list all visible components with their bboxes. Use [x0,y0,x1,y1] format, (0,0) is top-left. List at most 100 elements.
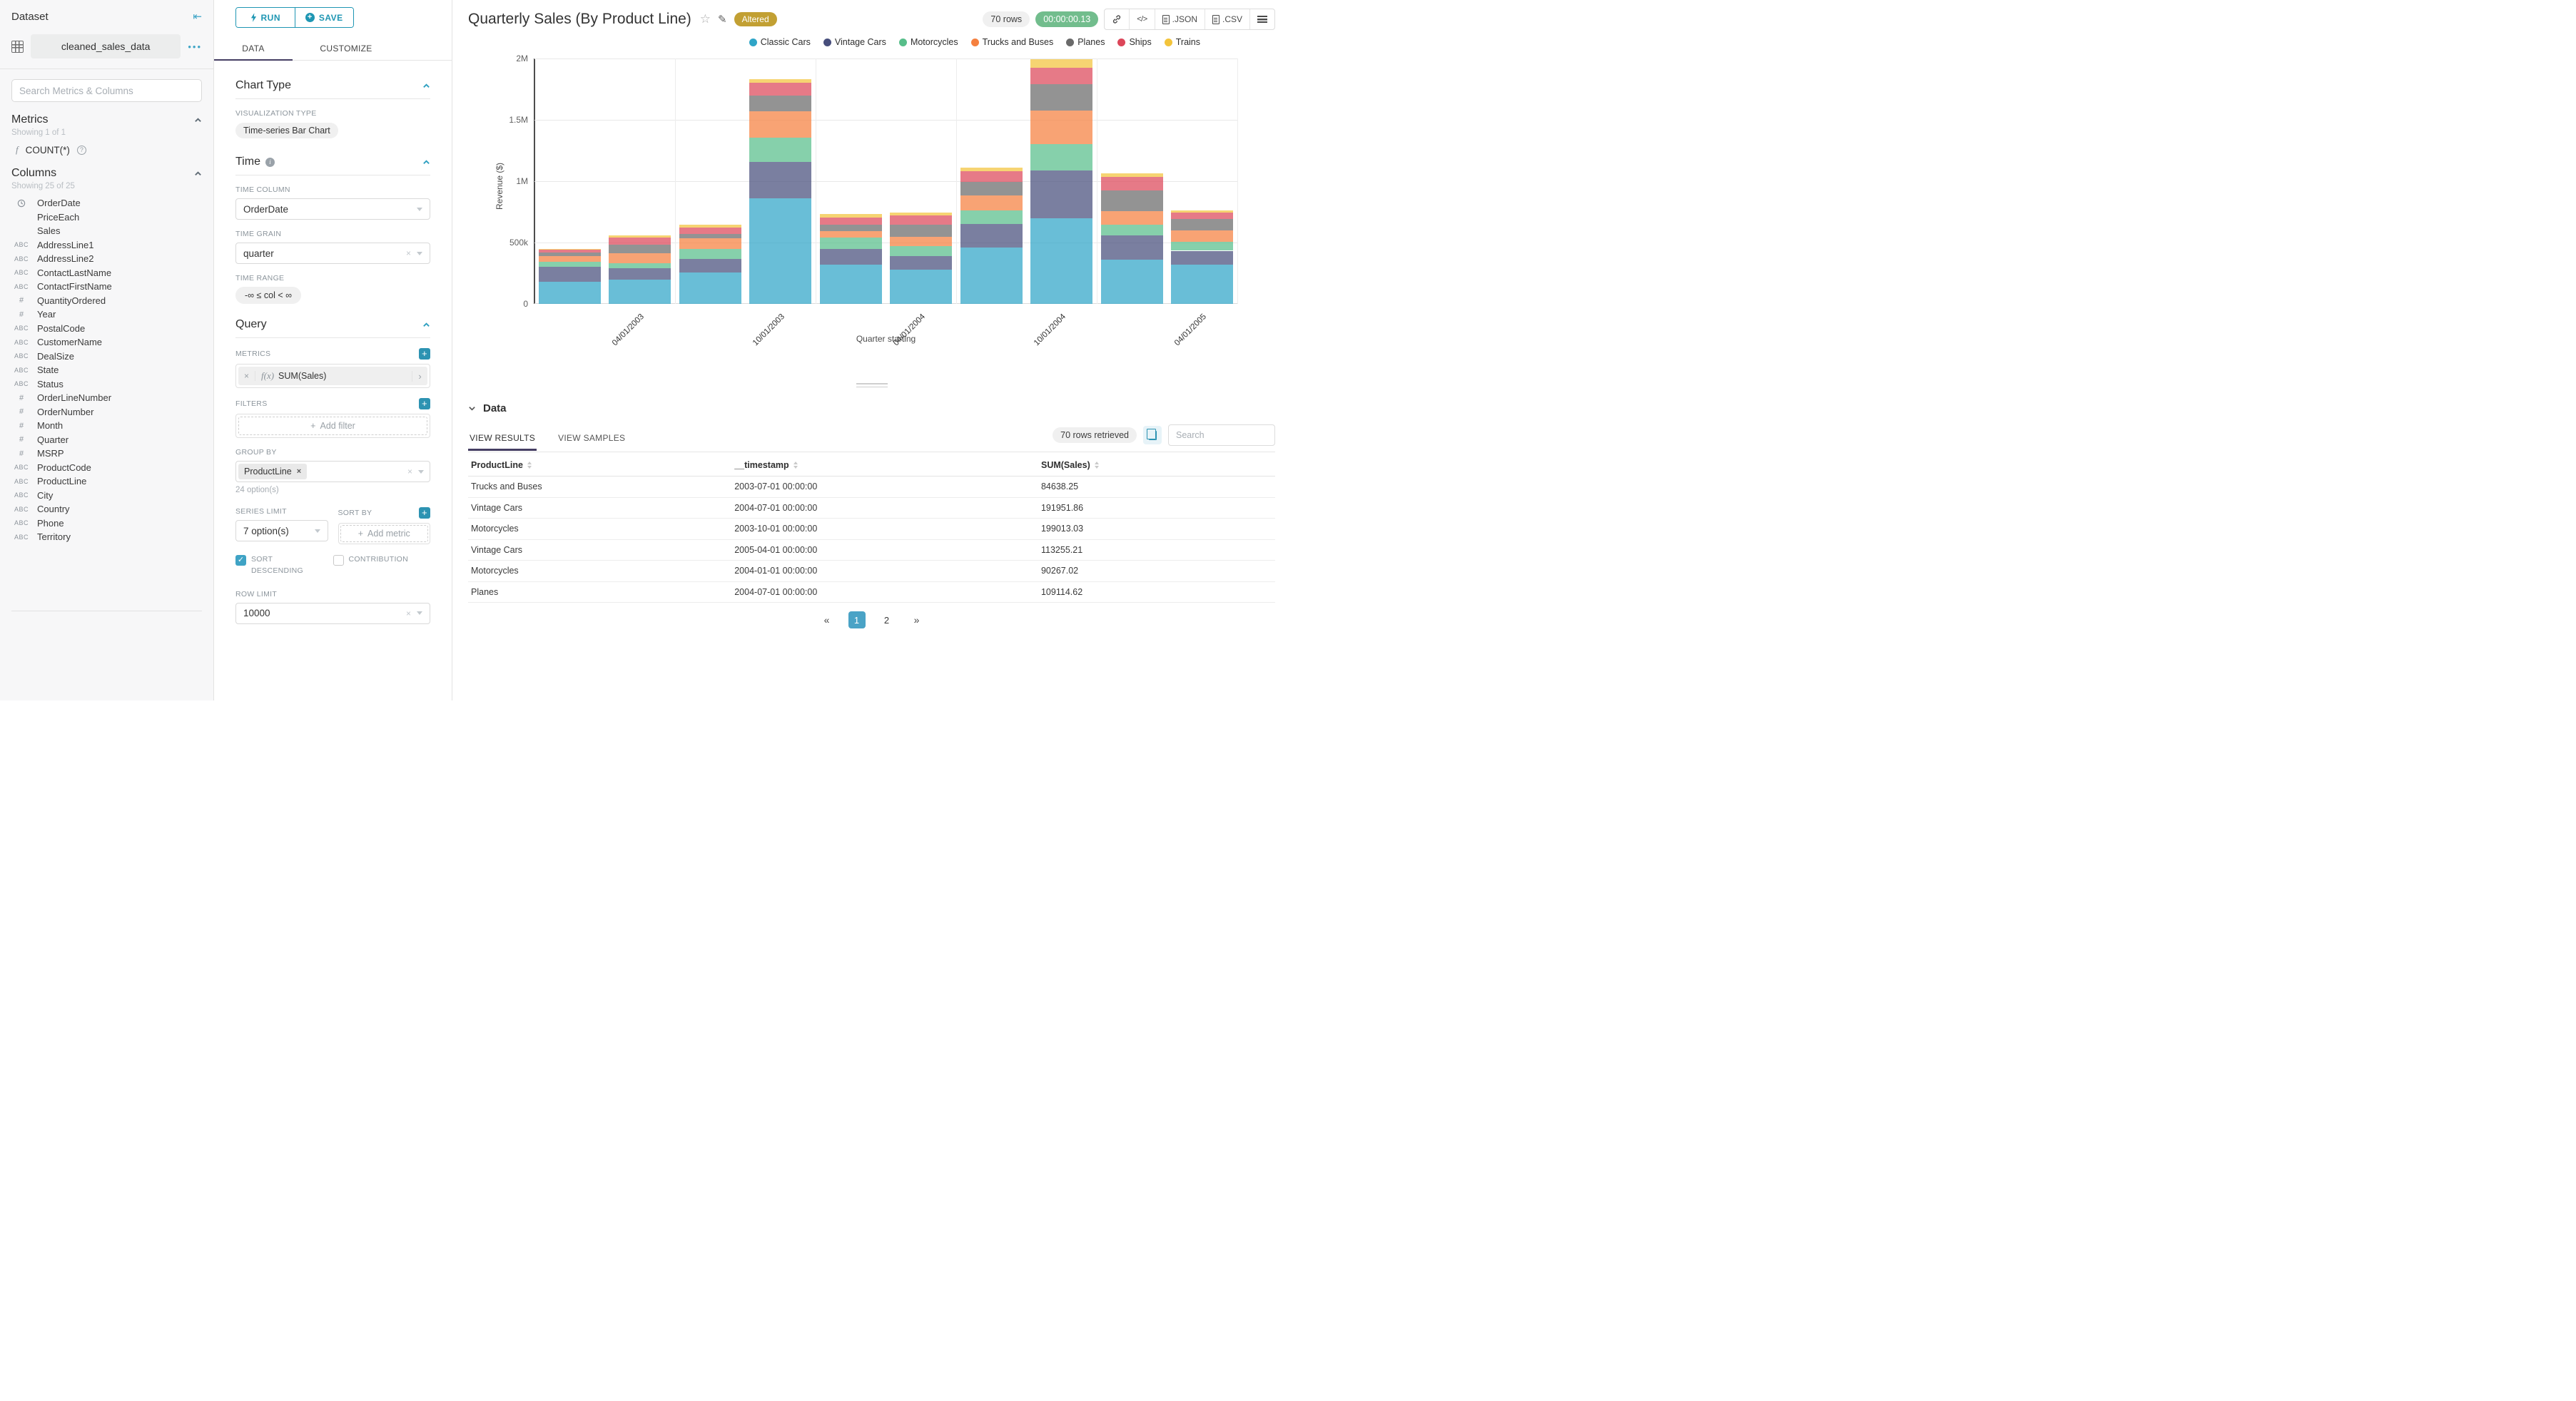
bar-segment-planes[interactable] [749,95,812,112]
bar-segment-classic-cars[interactable] [890,269,953,304]
favorite-star-icon[interactable]: ☆ [699,12,711,26]
pagination-arrow[interactable]: » [913,614,920,626]
legend-item-trucks-and-buses[interactable]: Trucks and Buses [970,37,1053,47]
column-list-item[interactable]: ABC Phone [11,516,202,531]
bar-segment-ships[interactable] [1030,67,1093,85]
remove-chip-icon[interactable]: × [296,467,302,476]
bar-segment-trains[interactable] [1100,173,1163,177]
sort-descending-checkbox[interactable]: ✓ SORT DESCENDING [235,554,333,577]
column-list-item[interactable]: ABC PostalCode [11,322,202,336]
table-row[interactable]: Vintage Cars 2004-07-01 00:00:00 191951.86 [468,498,1275,519]
bar-segment-vintage-cars[interactable] [538,267,601,282]
legend-item-classic-cars[interactable]: Classic Cars [749,37,811,47]
column-list-item[interactable]: ABC ProductCode [11,461,202,475]
tab-view-samples[interactable]: VIEW SAMPLES [558,432,626,443]
bar-segment-planes[interactable] [1030,84,1093,111]
column-list-item[interactable]: # Month [11,419,202,433]
bar-segment-trucks-and-buses[interactable] [749,111,812,138]
bar-segment-planes[interactable] [890,225,953,238]
bar-segment-motorcycles[interactable] [819,238,882,249]
chevron-up-icon[interactable] [422,82,430,90]
bar-segment-trains[interactable] [679,225,741,228]
column-list-item[interactable]: ABC CustomerName [11,335,202,350]
column-list-item[interactable]: ABC State [11,363,202,377]
time-grain-select[interactable]: quarter × [235,243,430,264]
column-header--timestamp[interactable]: __timestamp [734,460,1041,470]
embed-code-button[interactable]: </> [1129,9,1154,29]
bar-segment-planes[interactable] [1100,190,1163,212]
tab-view-results[interactable]: VIEW RESULTS [468,427,537,451]
add-sort-metric-icon[interactable]: + [419,507,430,519]
bar-segment-trucks-and-buses[interactable] [1100,211,1163,225]
checkbox-checked-icon[interactable]: ✓ [235,555,246,566]
column-list-item[interactable]: ABC ContactLastName [11,266,202,280]
pagination-arrow[interactable]: « [823,614,830,626]
bar-segment-ships[interactable] [538,250,601,253]
legend-item-motorcycles[interactable]: Motorcycles [898,37,958,47]
table-row[interactable]: Motorcycles 2003-10-01 00:00:00 199013.03 [468,519,1275,540]
table-search-input[interactable] [1168,424,1275,446]
bar-segment-classic-cars[interactable] [679,272,741,304]
chevron-up-icon[interactable] [422,158,430,166]
bar-segment-trains[interactable] [538,248,601,250]
chevron-up-icon[interactable] [194,170,202,178]
bar-segment-classic-cars[interactable] [749,198,812,304]
bar-segment-classic-cars[interactable] [1171,264,1234,304]
bar-segment-trains[interactable] [960,167,1023,171]
export-json-button[interactable]: .JSON [1154,9,1205,29]
column-list-item[interactable]: # OrderNumber [11,405,202,419]
bar-segment-vintage-cars[interactable] [1030,170,1093,218]
tab-customize[interactable]: CUSTOMIZE [320,44,372,54]
chevron-up-icon[interactable] [422,321,430,329]
bar-segment-vintage-cars[interactable] [890,255,953,270]
clear-icon[interactable]: × [407,467,412,477]
chart-menu-button[interactable] [1249,9,1274,29]
column-list-item[interactable]: ABC Territory [11,530,202,544]
bar-segment-trucks-and-buses[interactable] [679,238,741,249]
series-limit-select[interactable]: 7 option(s) [235,520,328,541]
bar-segment-trains[interactable] [1171,210,1234,213]
bar-segment-motorcycles[interactable] [538,261,601,268]
column-list-item[interactable]: # MSRP [11,447,202,461]
column-list-item[interactable]: ABC Country [11,502,202,516]
export-csv-button[interactable]: .CSV [1204,9,1249,29]
clear-icon[interactable]: × [405,608,411,618]
bar-segment-classic-cars[interactable] [1030,218,1093,304]
bar-segment-classic-cars[interactable] [960,247,1023,304]
bar-segment-trucks-and-buses[interactable] [1030,111,1093,144]
column-list-item[interactable]: PriceEach [11,210,202,225]
bar-segment-vintage-cars[interactable] [679,259,741,273]
bar-segment-ships[interactable] [609,238,671,245]
column-list-item[interactable]: ABC City [11,489,202,503]
bar-segment-classic-cars[interactable] [538,282,601,304]
bar-segment-trucks-and-buses[interactable] [819,231,882,238]
bar-segment-classic-cars[interactable] [1100,260,1163,304]
row-limit-select[interactable]: 10000 × [235,602,430,624]
column-list-item[interactable]: ABC Status [11,377,202,392]
chevron-up-icon[interactable] [194,116,202,124]
pagination-page-2[interactable]: 2 [883,614,890,626]
run-button[interactable]: RUN [236,8,295,27]
bar-segment-ships[interactable] [1171,213,1234,219]
legend-item-trains[interactable]: Trains [1164,37,1200,47]
column-list-item[interactable]: ABC AddressLine2 [11,252,202,266]
metric-chip[interactable]: × f(x) SUM(Sales) › [238,367,427,385]
bar-segment-trucks-and-buses[interactable] [890,237,953,247]
add-sort-metric-button[interactable]: + Add metric [340,525,428,542]
column-list-item[interactable]: # QuantityOrdered [11,294,202,308]
group-by-chip[interactable]: ProductLine × [238,464,308,479]
bar-segment-planes[interactable] [679,234,741,239]
table-row[interactable]: Vintage Cars 2005-04-01 00:00:00 113255.21 [468,540,1275,561]
bar-segment-motorcycles[interactable] [749,138,812,163]
add-metric-icon[interactable]: + [419,348,430,360]
bar-segment-ships[interactable] [960,170,1023,183]
bar-segment-ships[interactable] [1100,177,1163,190]
column-header-productline[interactable]: ProductLine [468,460,734,470]
bar-segment-trains[interactable] [609,235,671,238]
bar-segment-classic-cars[interactable] [819,264,882,304]
bar-segment-trains[interactable] [749,78,812,83]
legend-item-planes[interactable]: Planes [1066,37,1105,47]
clear-icon[interactable]: × [405,248,411,258]
legend-item-ships[interactable]: Ships [1117,37,1152,47]
sort-icon[interactable] [793,461,798,469]
